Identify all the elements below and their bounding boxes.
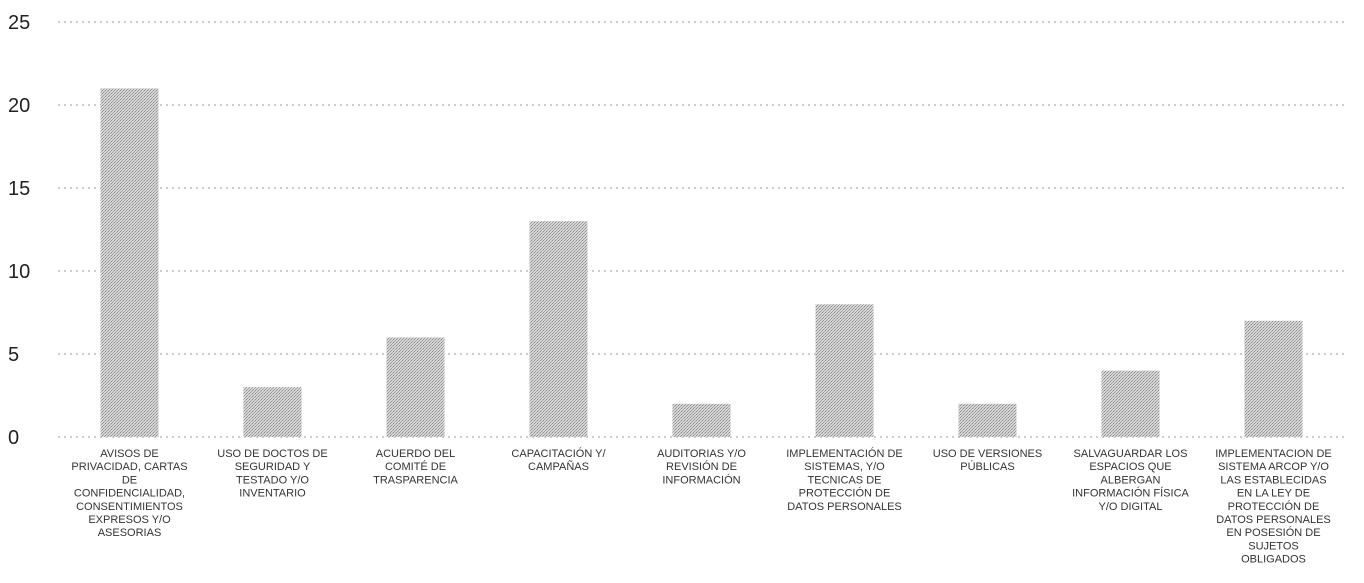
bar: [1101, 370, 1160, 437]
x-category-label-line: DE: [122, 474, 137, 486]
y-tick-label: 10: [8, 261, 30, 283]
x-category-label-line: PROTECCIÓN DE: [799, 487, 891, 500]
x-category-label: AUDITORIAS Y/O REVISIÓN DE INFORMACIÓN: [657, 448, 746, 486]
x-category-label: CAPACITACIÓN Y/CAMPAÑAS: [511, 447, 606, 473]
x-category-label-line: SUJETOS: [1248, 540, 1299, 552]
x-category-label-line: SALVAGUARDAR LOS: [1074, 448, 1188, 460]
x-category-label-line: CONSENTIMIENTOS: [76, 501, 183, 513]
x-category-label-line: PROTECCIÓN DE: [1228, 500, 1320, 513]
x-category-label-line: AVISOS DE: [100, 448, 158, 460]
x-category-label: SALVAGUARDAR LOS ESPACIOS QUE ALBERGAN INFO…: [1072, 448, 1189, 513]
x-category-label-line: PÚBLICAS: [960, 460, 1014, 473]
x-category-label: IMPLEMENTACIÓN DE SISTEMAS, Y/O TECNICAS D…: [786, 447, 903, 513]
x-category-label-line: AUDITORIAS Y/O: [657, 448, 746, 460]
y-tick-label: 5: [8, 344, 19, 366]
x-category-label-line: LAS ESTABLECIDAS: [1220, 474, 1326, 486]
x-category-label-line: INFORMACIÓN: [662, 473, 740, 486]
x-category-label: AVISOS DE PRIVACIDAD, CARTAS DE CONFIDENCIA…: [71, 448, 187, 539]
bar: [386, 337, 445, 437]
bar: [672, 403, 731, 437]
x-category-label-line: ESPACIOS QUE: [1089, 461, 1171, 473]
x-category-label-line: TESTADO Y/O: [236, 474, 309, 486]
x-category-label-line: ALBERGAN: [1101, 474, 1161, 486]
bar: [1244, 320, 1303, 437]
x-category-label-line: EN POSESIÓN DE: [1226, 526, 1320, 539]
x-category-label: IMPLEMENTACION DE SISTEMA ARCOP Y/O LAS ES…: [1215, 448, 1332, 566]
x-category-label-line: CAPACITACIÓN Y/: [511, 447, 606, 460]
bars: [100, 88, 1303, 438]
x-category-label-line: ASESORIAS: [98, 527, 162, 539]
y-tick-label: 25: [8, 12, 30, 34]
y-tick-label: 20: [8, 95, 30, 117]
x-category-label-line: ACUERDO DEL: [376, 448, 455, 460]
bar: [100, 88, 159, 438]
x-category-label-line: IMPLEMENTACIÓN DE: [786, 447, 903, 460]
x-category-label-line: SEGURIDAD Y: [235, 461, 311, 473]
x-category-label-line: CAMPAÑAS: [528, 460, 589, 473]
x-category-label-line: USO DE VERSIONES: [933, 448, 1042, 460]
x-category-label-line: USO DE DOCTOS DE: [217, 448, 327, 460]
x-category-label-line: TECNICAS DE: [808, 474, 882, 486]
x-category-label-line: REVISIÓN DE: [666, 460, 737, 473]
x-category-label: ACUERDO DEL COMITÉ DE TRASPARENCIA: [373, 448, 458, 486]
x-axis-category-labels: AVISOS DE PRIVACIDAD, CARTAS DE CONFIDENCIA…: [71, 447, 1331, 566]
bar: [958, 403, 1017, 437]
x-category-label-line: PRIVACIDAD, CARTAS: [71, 461, 187, 473]
y-tick-label: 15: [8, 178, 30, 200]
x-category-label-line: Y/O DIGITAL: [1099, 501, 1163, 513]
x-category-label-line: CONFIDENCIALIDAD,: [74, 488, 185, 500]
x-category-label-line: INVENTARIO: [239, 488, 306, 500]
x-category-label-line: EN LA LEY DE: [1237, 488, 1310, 500]
x-category-label-line: OBLIGADOS: [1241, 554, 1306, 566]
x-category-label-line: DATOS PERSONALES: [1216, 514, 1331, 526]
x-category-label-line: SISTEMA ARCOP Y/O: [1218, 461, 1329, 473]
x-category-label: USO DE DOCTOS DE SEGURIDAD Y TESTADO Y/O IN…: [217, 448, 327, 500]
x-category-label-line: SISTEMAS, Y/O: [804, 461, 885, 473]
x-category-label-line: COMITÉ DE: [385, 460, 446, 473]
y-tick-label: 0: [8, 427, 19, 449]
y-axis-tick-labels: 0 5 10 15 20 25: [8, 12, 30, 449]
bar: [529, 221, 588, 437]
bar: [815, 304, 874, 437]
x-category-label: USO DE VERSIONES PÚBLICAS: [933, 448, 1042, 473]
bar: [243, 387, 302, 437]
x-category-label-line: TRASPARENCIA: [373, 474, 458, 486]
x-category-label-line: DATOS PERSONALES: [787, 501, 902, 513]
x-category-label-line: EXPRESOS Y/O: [88, 514, 171, 526]
x-category-label-line: INFORMACIÓN FÍSICA: [1072, 487, 1189, 500]
x-category-label-line: IMPLEMENTACION DE: [1215, 448, 1332, 460]
